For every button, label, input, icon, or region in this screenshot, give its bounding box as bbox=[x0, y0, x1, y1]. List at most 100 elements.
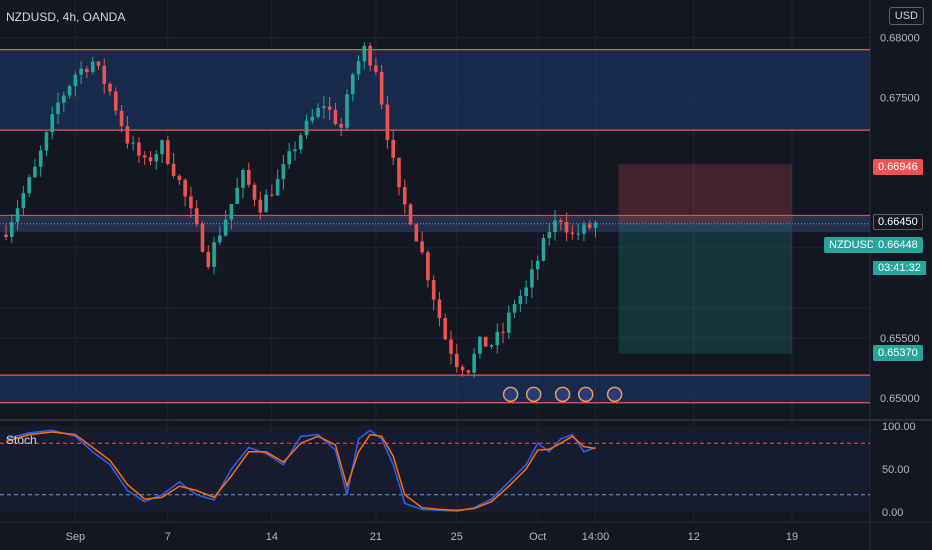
candle-body bbox=[275, 179, 280, 196]
stop-price-tag: 0.66946 bbox=[873, 159, 923, 175]
candle-body bbox=[507, 312, 511, 333]
candle-body bbox=[96, 61, 101, 66]
stop-loss-area bbox=[618, 164, 792, 224]
candle-body bbox=[304, 120, 309, 136]
candle-body bbox=[27, 177, 31, 194]
candle-body bbox=[356, 61, 361, 75]
economic-event-marker bbox=[525, 386, 542, 403]
time-tick-label: 14:00 bbox=[582, 531, 610, 543]
candle-body bbox=[368, 45, 372, 66]
candle-body bbox=[90, 61, 95, 73]
candle-body bbox=[9, 221, 14, 238]
candle-body bbox=[218, 235, 222, 243]
candle-body bbox=[125, 126, 130, 144]
candle-body bbox=[553, 220, 557, 233]
candle-body bbox=[61, 95, 66, 103]
price-tick-label: 0.68000 bbox=[880, 33, 920, 45]
candle-body bbox=[246, 169, 251, 185]
candle-body bbox=[102, 65, 107, 84]
candle-body bbox=[420, 241, 424, 253]
time-tick-label: Oct bbox=[529, 531, 546, 543]
candle-body bbox=[374, 65, 378, 72]
stoch-k-line bbox=[5, 429, 596, 512]
candle-body bbox=[4, 234, 8, 238]
candle-body bbox=[166, 140, 170, 164]
time-tick-label: Sep bbox=[66, 531, 86, 543]
candle-body bbox=[15, 208, 20, 222]
candle-body bbox=[229, 203, 234, 220]
economic-event-marker bbox=[577, 386, 594, 403]
candle-body bbox=[518, 295, 523, 305]
candle-body bbox=[252, 184, 257, 200]
currency-button[interactable]: USD bbox=[888, 7, 924, 25]
candle-body bbox=[530, 269, 534, 288]
candle-body bbox=[114, 91, 118, 111]
price-tick-label: 0.67500 bbox=[880, 93, 920, 105]
candle-body bbox=[454, 353, 459, 367]
candle-body bbox=[137, 142, 141, 156]
candle-body bbox=[402, 187, 407, 205]
candle-body bbox=[593, 222, 598, 228]
candle-body bbox=[327, 106, 332, 110]
stoch-tick-label: 0.00 bbox=[882, 507, 903, 519]
candle-body bbox=[56, 102, 60, 115]
candle-body bbox=[73, 74, 78, 87]
candle-body bbox=[33, 166, 37, 178]
candle-body bbox=[212, 242, 216, 268]
candle-body bbox=[570, 232, 575, 234]
resistance-zone bbox=[0, 49, 870, 131]
candle-body bbox=[119, 110, 124, 127]
target-price-tag: 0.65370 bbox=[873, 345, 923, 361]
candle-body bbox=[200, 223, 205, 252]
stoch-indicator-label[interactable]: Stoch bbox=[6, 433, 37, 447]
candle-body bbox=[21, 193, 26, 209]
candle-body bbox=[298, 135, 303, 150]
symbol-title: NZDUSD, 4h, OANDA bbox=[6, 10, 126, 24]
candle-body bbox=[437, 299, 442, 319]
candle-body bbox=[287, 151, 291, 165]
candle-body bbox=[154, 154, 159, 162]
candle-body bbox=[241, 169, 245, 188]
candle-body bbox=[397, 157, 401, 188]
candle-body bbox=[79, 68, 83, 75]
economic-event-marker bbox=[502, 386, 519, 403]
candle-body bbox=[460, 366, 465, 371]
entry-price-tag: 0.66450 bbox=[873, 214, 923, 230]
candle-body bbox=[559, 220, 563, 223]
candle-body bbox=[345, 94, 349, 128]
economic-event-marker bbox=[606, 386, 623, 403]
candle-body bbox=[189, 196, 193, 209]
candle-body bbox=[449, 339, 453, 354]
time-tick-label: 14 bbox=[266, 531, 278, 543]
candle-body bbox=[535, 260, 540, 270]
candle-body bbox=[206, 251, 211, 268]
candle-body bbox=[339, 124, 344, 128]
time-tick-label: 12 bbox=[688, 531, 700, 543]
time-tick-label: 7 bbox=[165, 531, 171, 543]
price-tick-label: 0.65000 bbox=[880, 393, 920, 405]
support-zone bbox=[0, 375, 870, 403]
candle-body bbox=[270, 194, 274, 196]
candle-body bbox=[501, 331, 505, 333]
candle-body bbox=[38, 150, 43, 167]
candle-body bbox=[310, 116, 315, 121]
candle-body bbox=[379, 71, 384, 105]
candle-body bbox=[293, 149, 297, 152]
price-tick-label: 0.65500 bbox=[880, 333, 920, 345]
candle-body bbox=[391, 139, 396, 158]
candle-body bbox=[108, 83, 112, 92]
candle-body bbox=[316, 107, 320, 117]
candle-body bbox=[541, 237, 546, 261]
candle-body bbox=[483, 336, 488, 347]
candle-body bbox=[183, 179, 187, 197]
candle-body bbox=[443, 318, 448, 340]
candle-body bbox=[547, 232, 552, 238]
candle-body bbox=[512, 304, 517, 313]
candle-body bbox=[235, 187, 239, 204]
candle-body bbox=[131, 142, 135, 144]
candle-body bbox=[44, 132, 49, 151]
stoch-tick-label: 50.00 bbox=[882, 464, 910, 476]
last-price-tag: 0.66448 bbox=[873, 237, 923, 253]
candle-body bbox=[576, 233, 580, 235]
